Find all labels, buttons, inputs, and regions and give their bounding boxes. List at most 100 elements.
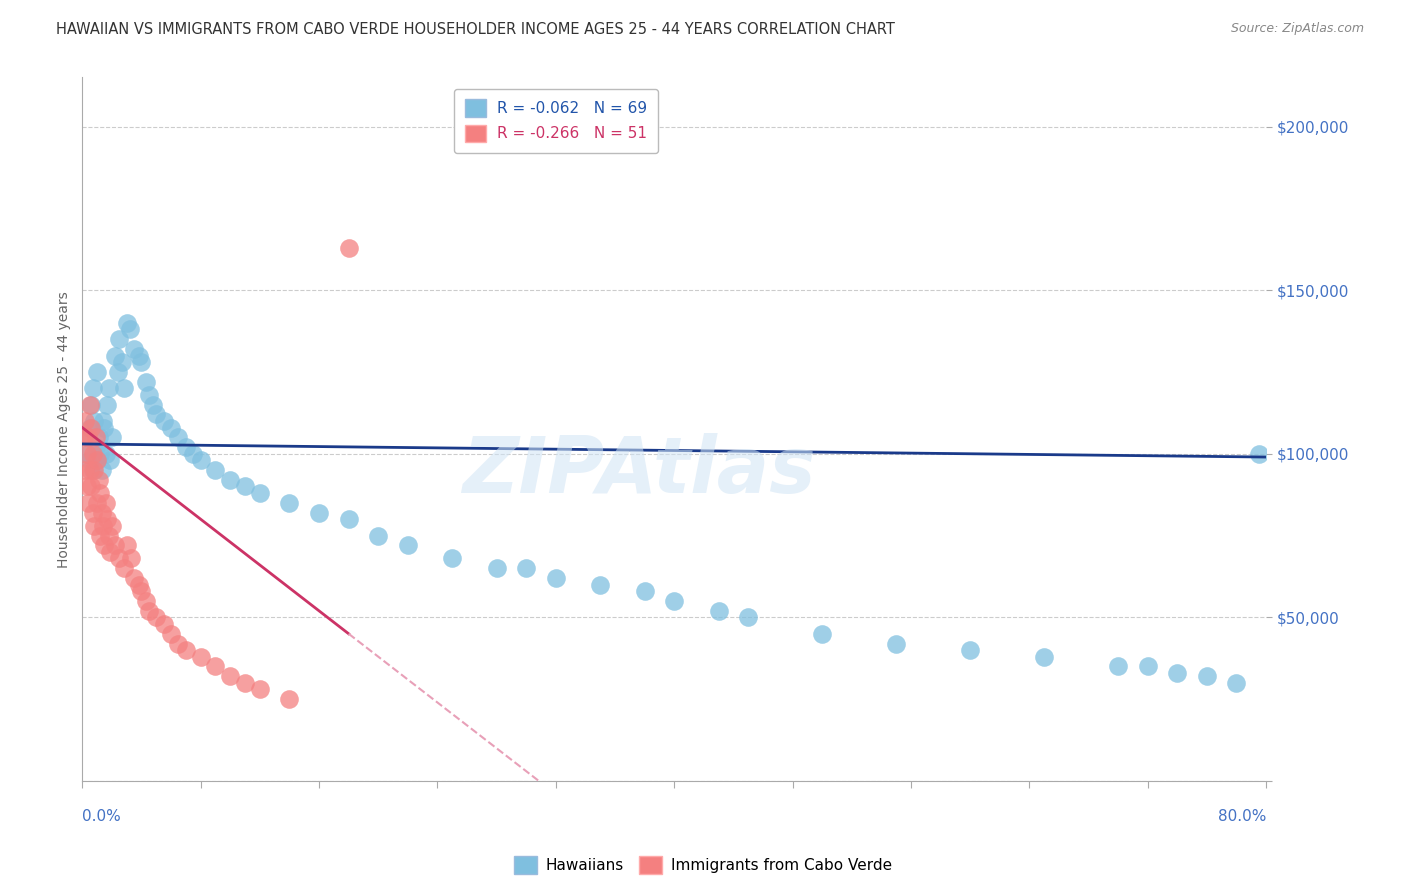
Point bbox=[91, 518, 114, 533]
Point bbox=[94, 447, 117, 461]
Point bbox=[82, 506, 104, 520]
Text: ZIPAtlas: ZIPAtlas bbox=[463, 434, 815, 509]
Point bbox=[82, 447, 104, 461]
Point bbox=[87, 473, 110, 487]
Point bbox=[118, 322, 141, 336]
Point bbox=[174, 440, 197, 454]
Point bbox=[1033, 649, 1056, 664]
Point bbox=[589, 577, 612, 591]
Point bbox=[93, 538, 115, 552]
Text: Source: ZipAtlas.com: Source: ZipAtlas.com bbox=[1230, 22, 1364, 36]
Y-axis label: Householder Income Ages 25 - 44 years: Householder Income Ages 25 - 44 years bbox=[58, 291, 72, 567]
Point bbox=[79, 398, 101, 412]
Point bbox=[707, 604, 730, 618]
Point bbox=[308, 506, 330, 520]
Point bbox=[1195, 669, 1218, 683]
Point bbox=[219, 669, 242, 683]
Point bbox=[181, 447, 204, 461]
Point bbox=[79, 453, 101, 467]
Point bbox=[112, 561, 135, 575]
Point bbox=[249, 682, 271, 697]
Point bbox=[89, 486, 111, 500]
Point bbox=[515, 561, 537, 575]
Point bbox=[122, 571, 145, 585]
Point bbox=[82, 463, 104, 477]
Point bbox=[108, 551, 131, 566]
Text: HAWAIIAN VS IMMIGRANTS FROM CABO VERDE HOUSEHOLDER INCOME AGES 25 - 44 YEARS COR: HAWAIIAN VS IMMIGRANTS FROM CABO VERDE H… bbox=[56, 22, 896, 37]
Point bbox=[128, 577, 150, 591]
Point bbox=[884, 636, 907, 650]
Point bbox=[1136, 659, 1159, 673]
Point bbox=[104, 349, 127, 363]
Point bbox=[1107, 659, 1129, 673]
Point bbox=[90, 506, 112, 520]
Point bbox=[96, 398, 118, 412]
Point bbox=[190, 453, 212, 467]
Point bbox=[167, 636, 190, 650]
Point bbox=[145, 610, 167, 624]
Point bbox=[101, 518, 124, 533]
Point bbox=[76, 447, 98, 461]
Point bbox=[111, 355, 134, 369]
Legend: R = -0.062   N = 69, R = -0.266   N = 51: R = -0.062 N = 69, R = -0.266 N = 51 bbox=[454, 88, 658, 153]
Point bbox=[80, 420, 103, 434]
Point bbox=[97, 528, 120, 542]
Point bbox=[94, 496, 117, 510]
Point bbox=[80, 479, 103, 493]
Point bbox=[91, 414, 114, 428]
Point bbox=[145, 408, 167, 422]
Point bbox=[96, 512, 118, 526]
Point bbox=[131, 584, 153, 599]
Text: 0.0%: 0.0% bbox=[83, 809, 121, 824]
Point bbox=[544, 571, 567, 585]
Point bbox=[278, 496, 301, 510]
Point bbox=[811, 626, 834, 640]
Legend: Hawaiians, Immigrants from Cabo Verde: Hawaiians, Immigrants from Cabo Verde bbox=[508, 850, 898, 880]
Point bbox=[128, 349, 150, 363]
Point bbox=[104, 538, 127, 552]
Point bbox=[77, 447, 100, 461]
Point bbox=[84, 440, 107, 454]
Point bbox=[662, 594, 685, 608]
Text: 80.0%: 80.0% bbox=[1218, 809, 1265, 824]
Point bbox=[174, 643, 197, 657]
Point bbox=[138, 388, 160, 402]
Point bbox=[77, 430, 100, 444]
Point bbox=[959, 643, 981, 657]
Point bbox=[396, 538, 419, 552]
Point bbox=[633, 584, 655, 599]
Point bbox=[278, 692, 301, 706]
Point bbox=[100, 453, 122, 467]
Point bbox=[82, 381, 104, 395]
Point bbox=[160, 626, 183, 640]
Point bbox=[485, 561, 508, 575]
Point bbox=[115, 538, 138, 552]
Point bbox=[120, 551, 142, 566]
Point bbox=[233, 479, 256, 493]
Point bbox=[86, 453, 108, 467]
Point bbox=[75, 463, 97, 477]
Point bbox=[115, 316, 138, 330]
Point bbox=[367, 528, 389, 542]
Point bbox=[84, 430, 107, 444]
Point bbox=[79, 463, 101, 477]
Point bbox=[138, 604, 160, 618]
Point bbox=[76, 430, 98, 444]
Point bbox=[112, 381, 135, 395]
Point bbox=[1247, 447, 1270, 461]
Point bbox=[89, 528, 111, 542]
Point bbox=[160, 420, 183, 434]
Point bbox=[337, 241, 360, 255]
Point bbox=[1166, 666, 1188, 681]
Point bbox=[219, 473, 242, 487]
Point bbox=[83, 463, 105, 477]
Point bbox=[190, 649, 212, 664]
Point bbox=[135, 594, 157, 608]
Point bbox=[108, 332, 131, 346]
Point bbox=[76, 479, 98, 493]
Point bbox=[89, 447, 111, 461]
Point bbox=[93, 420, 115, 434]
Point bbox=[86, 453, 108, 467]
Point bbox=[86, 496, 108, 510]
Point bbox=[1225, 676, 1247, 690]
